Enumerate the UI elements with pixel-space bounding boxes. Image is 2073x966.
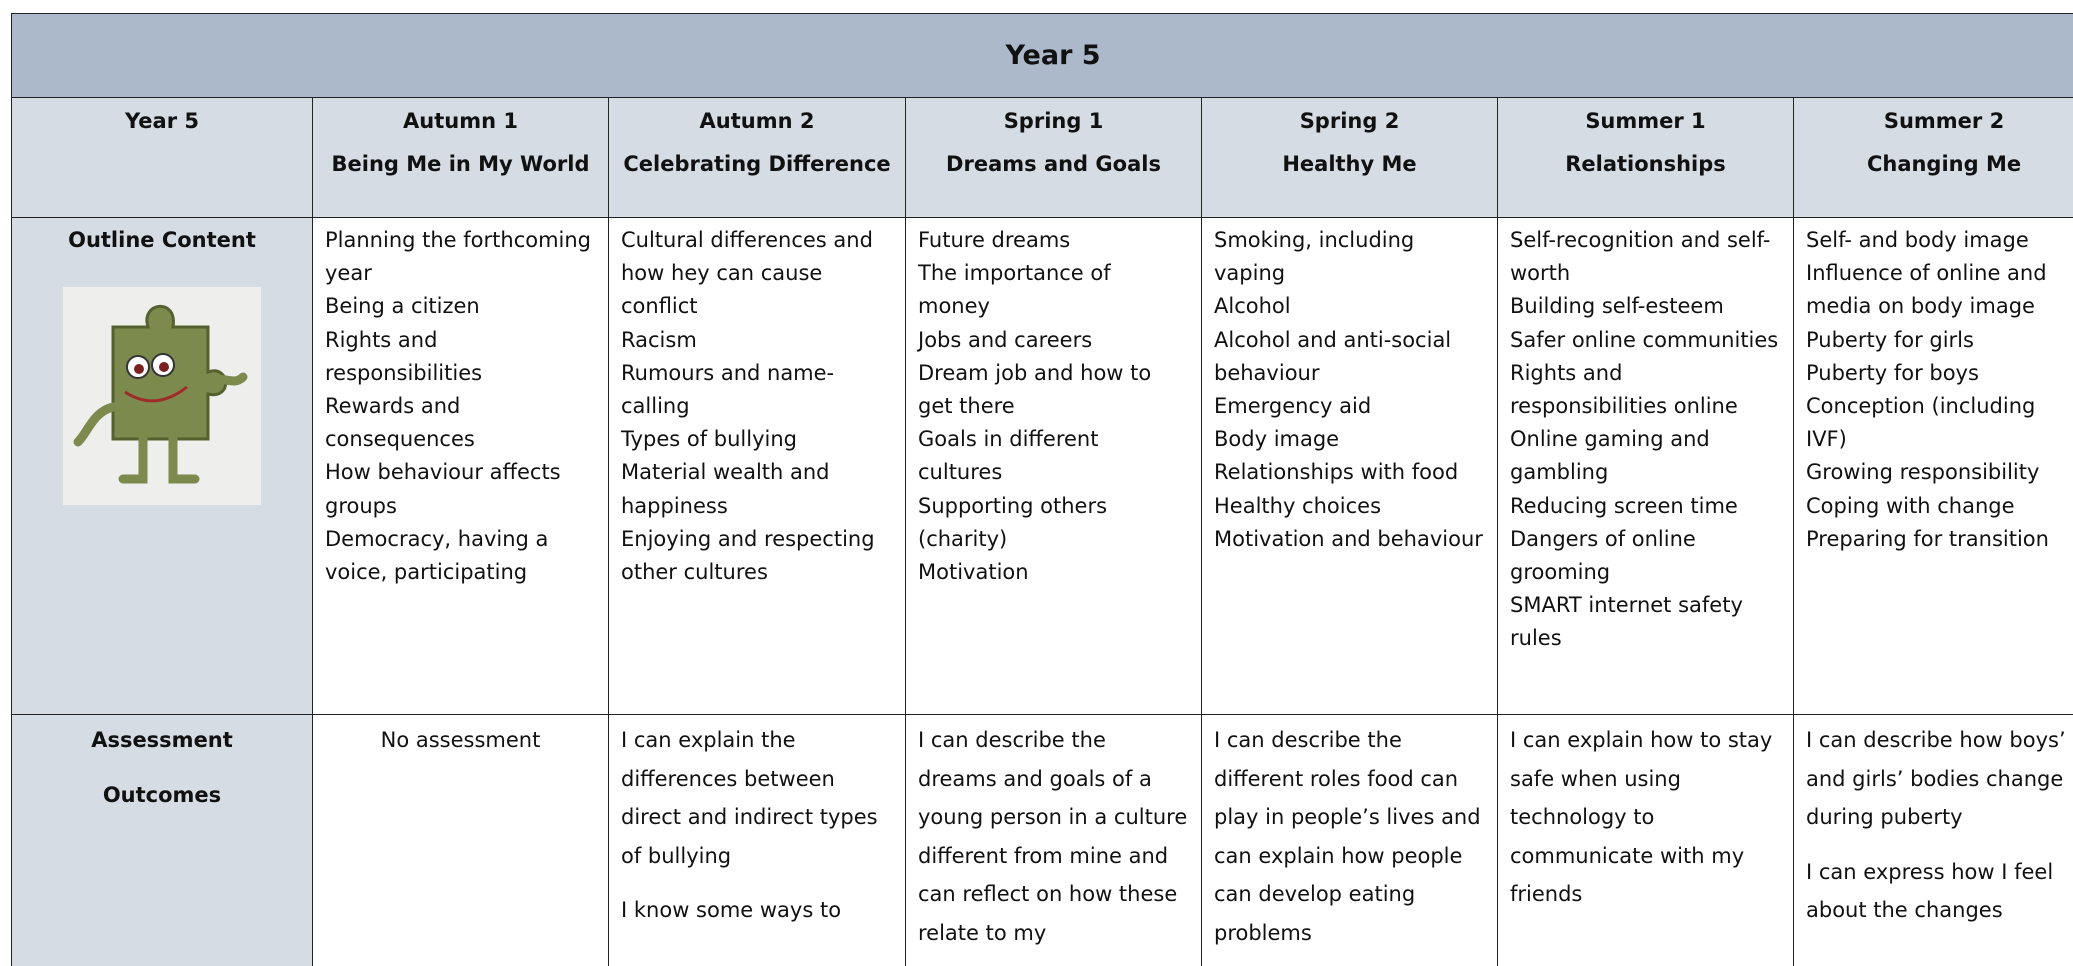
cell-item: I know some ways to <box>621 898 842 922</box>
cell-item: Puberty for girls <box>1806 327 1974 352</box>
header-line: Relationships <box>1565 152 1726 176</box>
cell-item: Conception (including IVF) <box>1806 394 2036 452</box>
cell-item: Alcohol and anti-social behaviour <box>1214 327 1452 385</box>
header-line: Autumn 1 <box>403 109 518 133</box>
puzzle-mascot <box>63 287 261 506</box>
header-line: Being Me in My World <box>331 152 590 176</box>
cell-item: Cultural differences and how hey can cau… <box>621 228 873 319</box>
title-row: Year 5 <box>10 13 2073 98</box>
cell-item: I can describe how boys’ and girls’ bodi… <box>1806 728 2066 829</box>
row-label-line: Outline Content <box>68 228 256 252</box>
cell: Cultural differences and how hey can cau… <box>608 217 906 715</box>
header-line: Summer 2 <box>1883 109 2005 133</box>
cell-item: Jobs and careers <box>918 327 1093 352</box>
cell-item: Reducing screen time <box>1510 493 1738 518</box>
header-cell: Spring 1 Dreams and Goals <box>905 97 1202 218</box>
header-line: Healthy Me <box>1282 152 1417 176</box>
header-line: Spring 1 <box>1003 109 1104 133</box>
cell-item: Rights and responsibilities <box>325 327 483 385</box>
header-cell: Autumn 2 Celebrating Difference <box>608 97 906 218</box>
header-cell: Year 5 <box>11 97 313 218</box>
cell: Planning the forthcoming year Being a cit… <box>312 217 609 715</box>
cell-item: How behaviour affects groups <box>325 460 561 518</box>
table-title: Year 5 <box>10 13 2073 98</box>
header-line: Dreams and Goals <box>946 152 1161 176</box>
cell-item: Rewards and consequences <box>325 394 475 452</box>
cell-item: Enjoying and respecting other cultures <box>621 526 875 585</box>
header-line: Changing Me <box>1866 152 2022 176</box>
cell: Self- and body image Influence of online … <box>1792 217 2073 715</box>
cell-item: Influence of online and media on body im… <box>1806 261 2047 319</box>
cell-item: I can express how I feel about the chang… <box>1806 859 2054 923</box>
cell-item: Democracy, having a voice, participating <box>325 526 549 585</box>
cell: Future dreams The importance of money Jobs… <box>905 217 1202 715</box>
cell-item: I can describe the different roles food … <box>1214 728 1481 945</box>
cell-item: Safer online communities <box>1510 327 1779 352</box>
cell-item: Being a citizen <box>325 294 480 319</box>
header-line: Autumn 2 <box>699 109 815 133</box>
cell-item: No assessment <box>380 728 541 752</box>
cell: Smoking, including vaping Alcohol Alcohol … <box>1201 217 1498 715</box>
cell-item: Dangers of online grooming <box>1510 526 1696 585</box>
cell-item: Motivation and behaviour <box>1214 526 1483 551</box>
row-label-line: Assessment <box>91 728 233 752</box>
curriculum-table: Year 5 Year 5 Autumn 1 Being Me in My Worl… <box>10 13 2073 966</box>
cell-item: Goals in different cultures <box>918 427 1099 485</box>
cell-item: Preparing for transition <box>1806 526 2049 551</box>
cell: No assessment <box>312 714 609 966</box>
cell-item: Types of bullying <box>621 427 797 452</box>
cell-item: Self- and body image <box>1806 228 2029 252</box>
cell-item: SMART internet safety rules <box>1510 593 1743 651</box>
cell-item: The importance of money <box>918 261 1111 319</box>
cell-item: I can explain how to stay safe when usin… <box>1510 728 1773 906</box>
header-cell: Autumn 1 Being Me in My World <box>312 97 609 218</box>
cell-item: Motivation <box>918 560 1029 585</box>
row-label: Outline Content <box>11 217 313 715</box>
cell-item: Healthy choices <box>1214 493 1382 518</box>
header-row: Year 5 Autumn 1 Being Me in My World Autumn… <box>11 97 2073 218</box>
cell: Self-recognition and self-worth Building … <box>1497 217 1794 715</box>
header-line: Year 5 <box>125 109 199 133</box>
header-line: Spring 2 <box>1299 109 1400 133</box>
cell-item: I can describe the dreams and goals of a… <box>918 728 1188 945</box>
cell-item: I can explain the differences between di… <box>621 728 878 868</box>
cell: I can explain how to stay safe when usin… <box>1497 714 1794 966</box>
cell-item: Emergency aid <box>1214 394 1372 419</box>
cell-item: Racism <box>621 327 697 352</box>
table-body: Year 5 Year 5 Autumn 1 Being Me in My Worl… <box>10 13 2073 966</box>
content-row: Assessment Outcomes No assessment I can exp… <box>11 714 2073 966</box>
cell: I can describe the dreams and goals of a… <box>905 714 1202 966</box>
cell: I can explain the differences between di… <box>608 714 906 966</box>
cell-item: Alcohol <box>1214 294 1291 319</box>
header-line: Summer 1 <box>1585 109 1706 133</box>
cell-item: Rights and responsibilities online <box>1510 360 1738 419</box>
header-cell: Summer 2 Changing Me <box>1792 97 2073 218</box>
cell: I can describe how boys’ and girls’ bodi… <box>1792 714 2073 966</box>
header-line: Celebrating Difference <box>623 152 891 176</box>
header-cell: Summer 1 Relationships <box>1497 97 1794 218</box>
header-cell: Spring 2 Healthy Me <box>1201 97 1498 218</box>
cell-item: Supporting others (charity) <box>918 493 1108 551</box>
row-label: Assessment Outcomes <box>11 714 313 966</box>
content-row: Outline Content Planning the forthcoming… <box>11 217 2073 715</box>
cell-item: Puberty for boys <box>1806 360 1979 385</box>
row-label-line: Outcomes <box>102 782 222 807</box>
cell-item: Building self-esteem <box>1510 294 1724 319</box>
cell-item: Online gaming and gambling <box>1510 427 1710 485</box>
cell-item: Relationships with food <box>1214 460 1459 485</box>
cell-item: Rumours and name-calling <box>621 360 835 419</box>
cell-item: Coping with change <box>1806 493 2015 518</box>
cell-item: Growing responsibility <box>1806 460 2040 485</box>
cell-item: Planning the forthcoming year <box>325 228 592 286</box>
cell-item: Dream job and how to get there <box>918 360 1152 419</box>
cell-item: Smoking, including vaping <box>1214 228 1415 286</box>
cell-item: Material wealth and happiness <box>621 460 830 518</box>
cell: I can describe the different roles food … <box>1201 714 1498 966</box>
cell-item: Self-recognition and self-worth <box>1510 228 1771 286</box>
cell-item: Future dreams <box>918 228 1071 252</box>
cell-item: Body image <box>1214 427 1340 452</box>
